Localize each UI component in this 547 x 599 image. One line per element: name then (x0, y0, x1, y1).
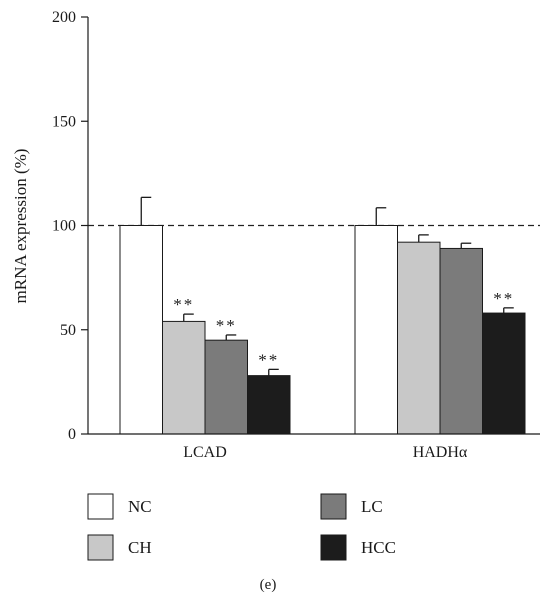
bar-lc-0 (204, 339, 248, 435)
legend-label-lc: LC (361, 497, 383, 516)
x-tick-label-0: LCAD (183, 444, 227, 461)
bar-ch-0 (162, 320, 206, 435)
panel-label: (e) (260, 577, 277, 593)
significance-mark: ** (258, 350, 279, 369)
y-tick-label: 0 (68, 426, 76, 443)
legend-swatch-ch (87, 534, 114, 561)
bar-hcc-0 (247, 375, 291, 435)
bar-lc-1 (439, 247, 483, 435)
y-axis-label: mRNA expression (%) (11, 149, 30, 304)
bar-nc-0 (119, 225, 163, 435)
legend-swatch-nc (87, 493, 114, 520)
legend-label-ch: CH (128, 538, 152, 557)
x-tick-label-1: HADHα (413, 444, 468, 461)
legend: NC CH LC HCC (87, 493, 396, 561)
bar-ch-1 (397, 241, 441, 435)
axes-layer: LCAD HADHα 0 50 100 150 200 (52, 9, 540, 461)
bar-hcc-1 (482, 312, 526, 435)
legend-label-nc: NC (128, 497, 152, 516)
bar-nc-1 (354, 225, 398, 435)
significance-mark: ** (173, 295, 194, 314)
significance-mark: ** (493, 289, 514, 308)
legend-swatch-lc (320, 493, 347, 520)
legend-swatch-hcc (320, 534, 347, 561)
y-tick-label: 50 (60, 322, 76, 339)
y-tick-label: 100 (52, 218, 76, 235)
bars-layer: ** ** ** ** (119, 196, 526, 435)
legend-label-hcc: HCC (361, 538, 396, 557)
significance-mark: ** (216, 316, 237, 335)
y-tick-label: 200 (52, 9, 76, 26)
y-tick-label: 150 (52, 113, 76, 130)
